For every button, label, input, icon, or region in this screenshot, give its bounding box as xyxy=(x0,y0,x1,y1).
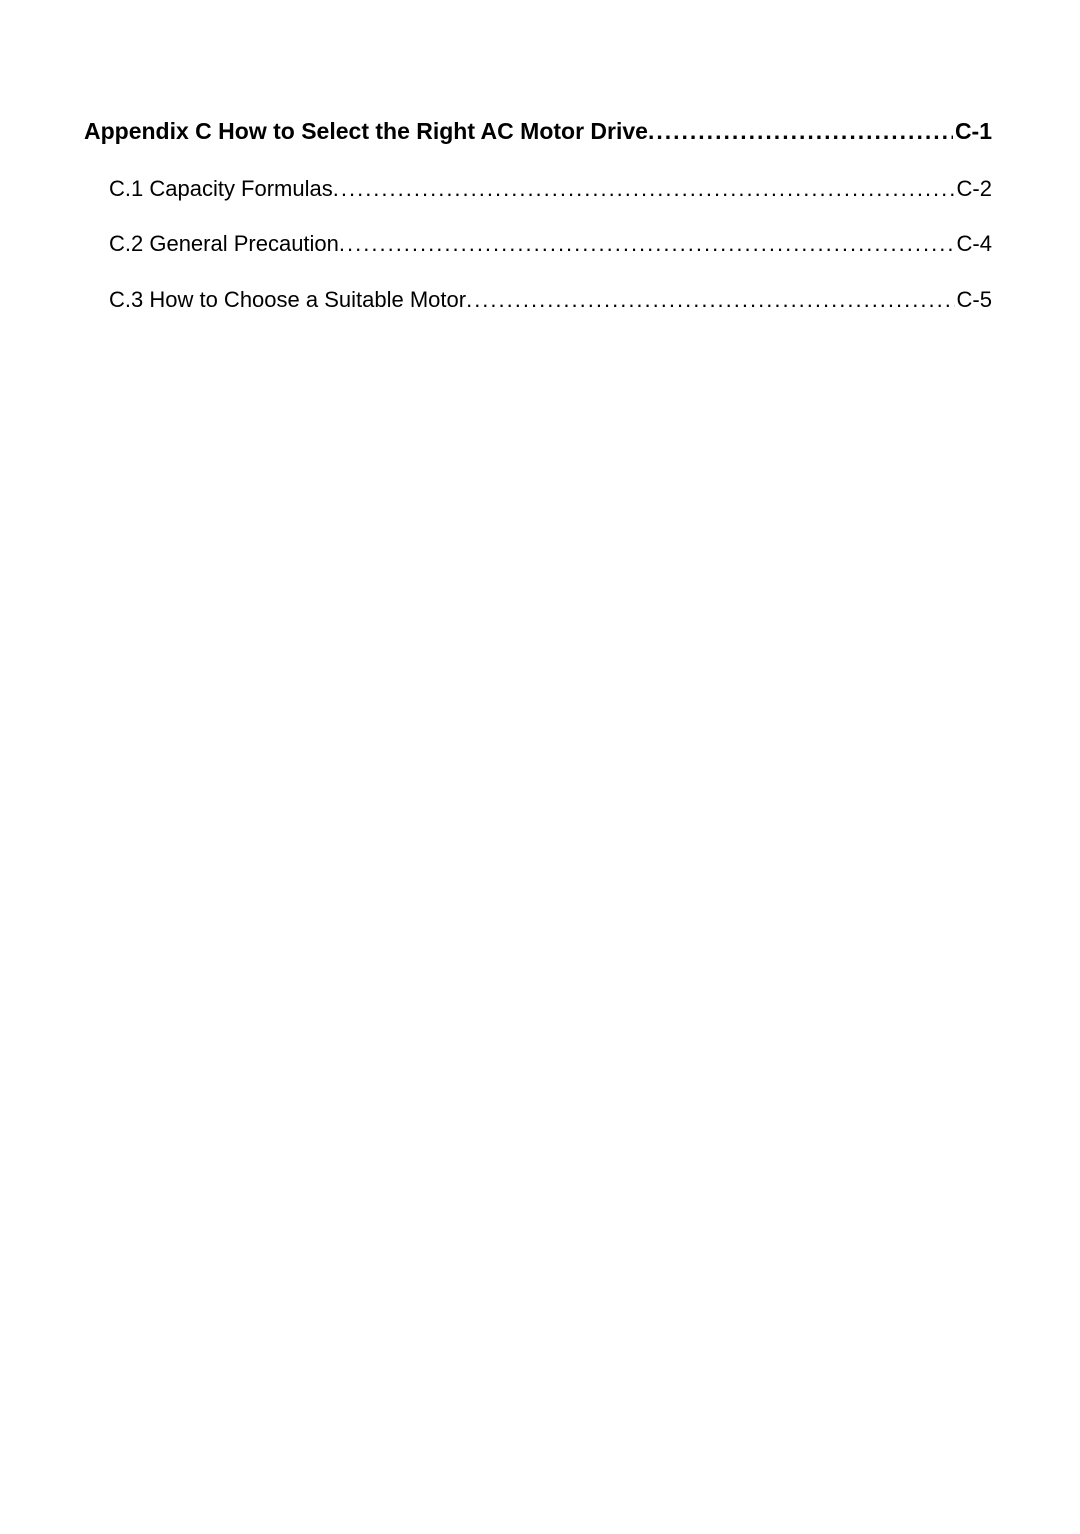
toc-label: C.3 How to Choose a Suitable Motor xyxy=(109,279,466,321)
toc-leader: ........................................… xyxy=(339,223,955,265)
toc-page-number: C-4 xyxy=(955,223,992,265)
toc-label: C.1 Capacity Formulas xyxy=(109,168,333,210)
toc-entry: C.2 General Precaution .................… xyxy=(84,223,992,265)
toc-leader: ........................................… xyxy=(648,110,953,154)
toc-leader: ........................................… xyxy=(333,168,955,210)
toc-page-number: C-1 xyxy=(953,110,992,154)
toc-page-number: C-5 xyxy=(955,279,992,321)
toc-entry: C.1 Capacity Formulas ..................… xyxy=(84,168,992,210)
toc-entry: C.3 How to Choose a Suitable Motor .....… xyxy=(84,279,992,321)
toc-entry: Appendix C How to Select the Right AC Mo… xyxy=(84,110,992,154)
toc-leader: ........................................… xyxy=(466,279,954,321)
toc-label: Appendix C How to Select the Right AC Mo… xyxy=(84,110,648,154)
toc-label: C.2 General Precaution xyxy=(109,223,339,265)
table-of-contents: Appendix C How to Select the Right AC Mo… xyxy=(84,110,992,321)
toc-page-number: C-2 xyxy=(955,168,992,210)
document-page: Appendix C How to Select the Right AC Mo… xyxy=(0,0,1080,1534)
